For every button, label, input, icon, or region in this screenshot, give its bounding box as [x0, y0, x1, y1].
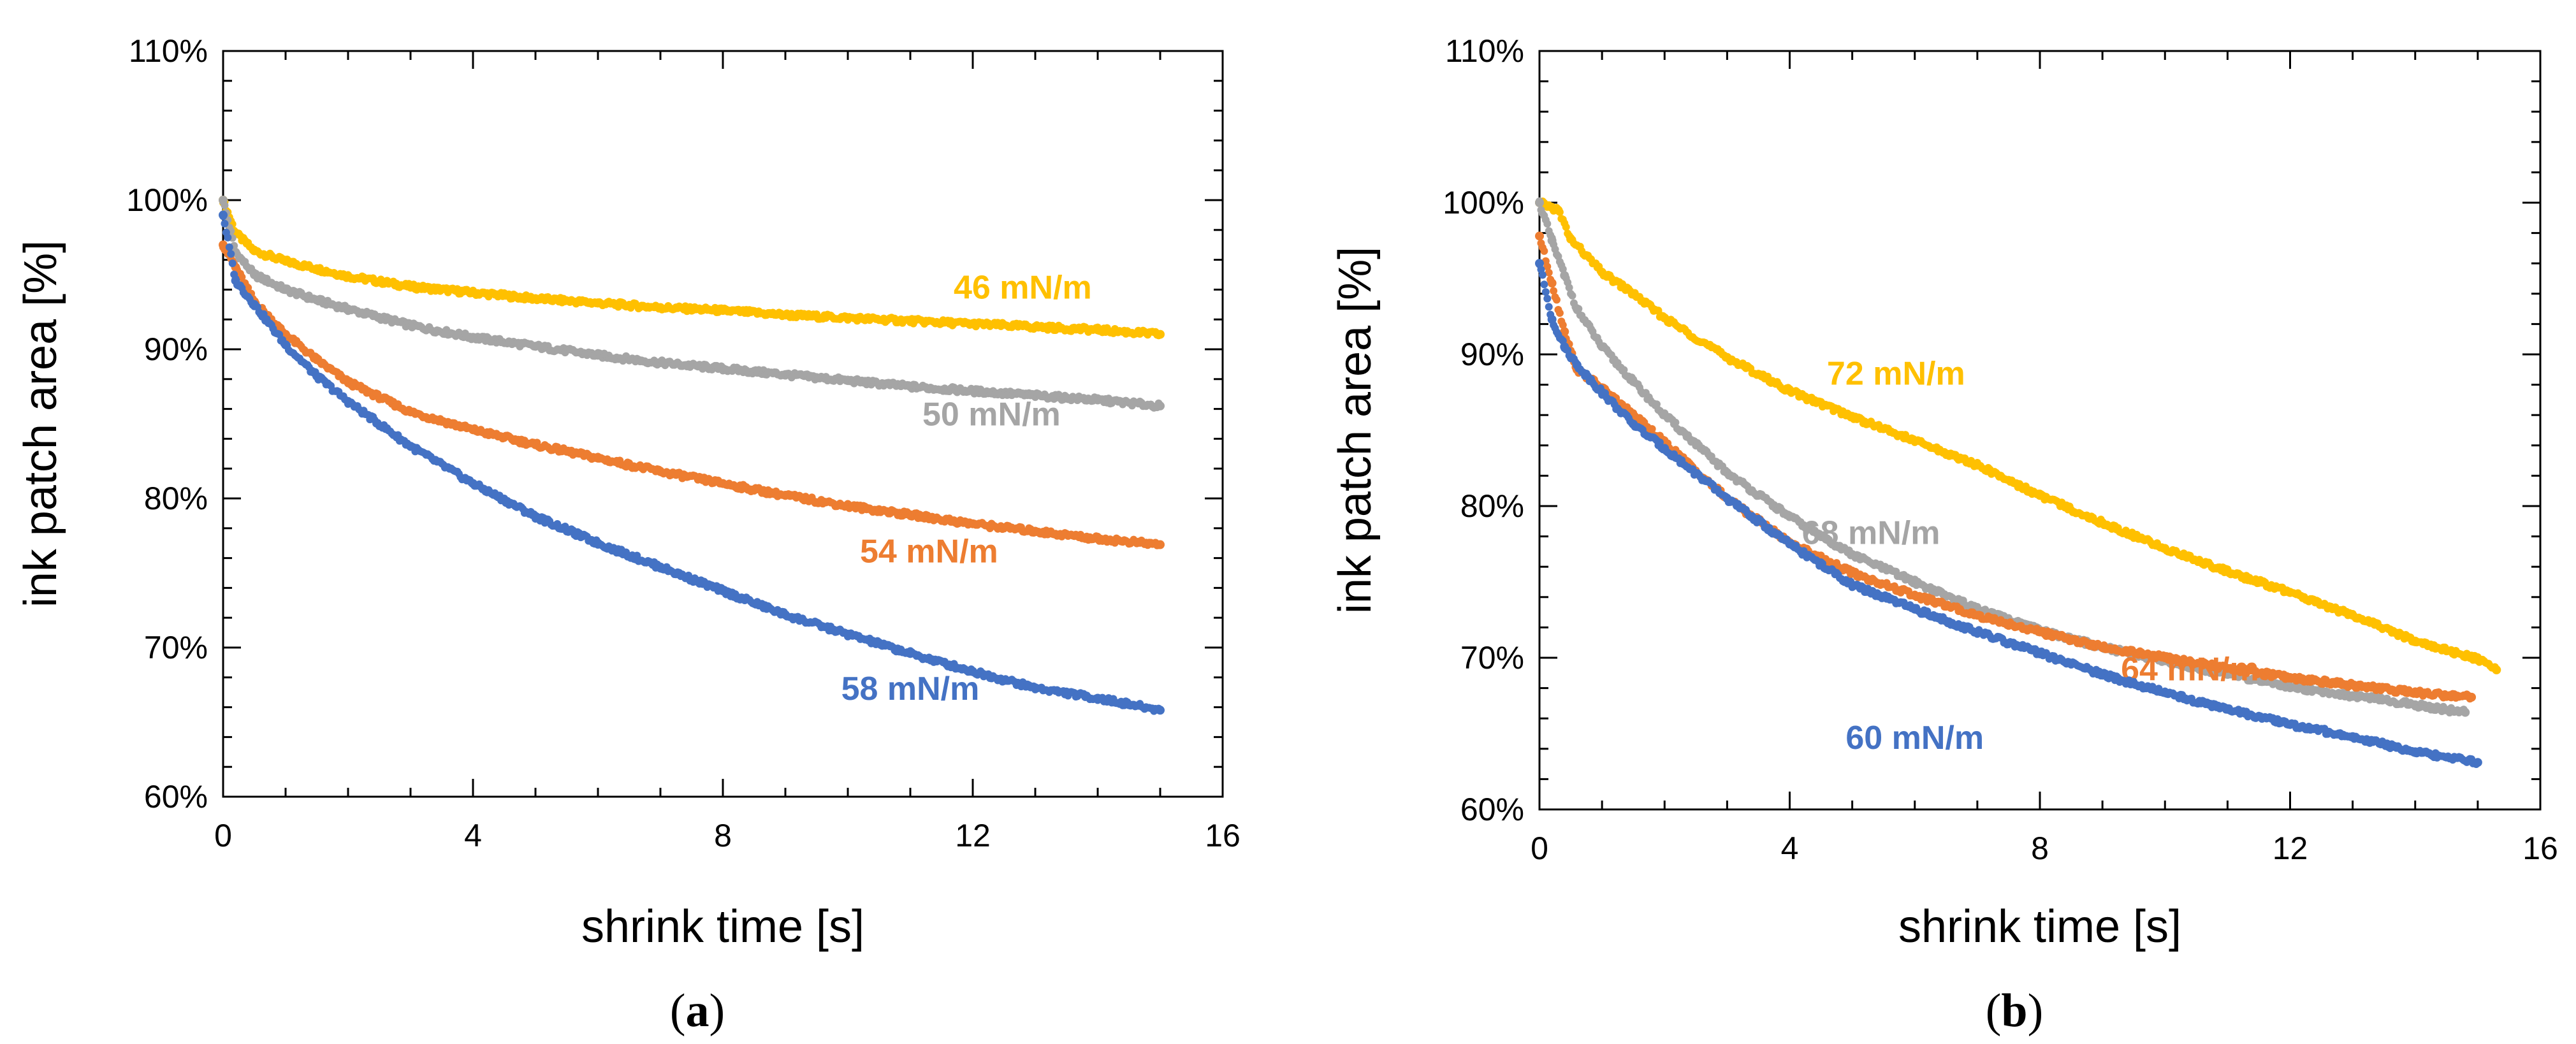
- x-tick-label: 12: [2273, 830, 2308, 866]
- y-tick-label: 80%: [1460, 488, 1524, 524]
- data-point: [1543, 220, 1552, 228]
- data-point: [2491, 663, 2499, 671]
- data-point: [1154, 331, 1163, 340]
- data-point: [1540, 247, 1548, 255]
- data-point: [2459, 706, 2468, 714]
- series-label: 46 mN/m: [954, 269, 1092, 306]
- data-point: [221, 219, 229, 228]
- panel-caption: (a): [670, 985, 725, 1037]
- y-tick-label: 90%: [1460, 337, 1524, 372]
- series-label: 58 mN/m: [841, 671, 980, 707]
- panel-caption: (b): [1986, 985, 2043, 1037]
- data-point: [1555, 309, 1564, 317]
- data-point: [225, 243, 233, 251]
- data-point: [1541, 288, 1550, 296]
- y-axis-title: ink patch area [%]: [15, 240, 66, 607]
- series-46-mN-m: [219, 196, 1165, 340]
- data-point: [1552, 296, 1561, 304]
- series-label: 72 mN/m: [1827, 356, 1965, 393]
- data-point: [1154, 541, 1163, 549]
- series-72-mN-m: [1535, 197, 2501, 675]
- y-tick-label: 60%: [1460, 792, 1524, 827]
- data-point: [1154, 704, 1163, 713]
- data-point: [1538, 271, 1546, 279]
- y-tick-label: 100%: [1443, 185, 1524, 221]
- x-tick-label: 0: [1531, 830, 1548, 866]
- plot-frame: [1538, 50, 2542, 811]
- y-axis-title: ink patch area [%]: [1330, 247, 1381, 614]
- data-point: [1548, 279, 1556, 287]
- y-tick-label: 100%: [126, 182, 208, 218]
- y-tick-label: 90%: [144, 331, 208, 367]
- y-tick-label: 60%: [144, 779, 208, 815]
- series-50-mN-m: [219, 196, 1165, 412]
- y-tick-label: 70%: [1460, 640, 1524, 676]
- data-point: [1545, 303, 1553, 311]
- data-point: [1555, 208, 1564, 216]
- series-54-mN-m: [219, 240, 1165, 549]
- data-point: [1548, 234, 1556, 242]
- data-point: [1154, 399, 1163, 407]
- series-label: 54 mN/m: [860, 533, 998, 570]
- data-point: [238, 273, 246, 281]
- data-point: [227, 250, 235, 258]
- x-tick-label: 0: [214, 818, 232, 853]
- x-tick-label: 12: [955, 818, 991, 853]
- x-tick-label: 16: [2522, 830, 2558, 866]
- y-tick-label: 80%: [144, 481, 208, 516]
- data-point: [1559, 321, 1567, 329]
- x-tick-label: 8: [2031, 830, 2049, 866]
- data-point: [1559, 337, 1567, 345]
- x-axis-title: shrink time [s]: [1898, 901, 2181, 952]
- x-axis-title: shrink time [s]: [581, 901, 864, 952]
- data-point: [1543, 294, 1552, 303]
- data-point: [1536, 197, 1543, 205]
- y-tick-label: 110%: [1445, 33, 1524, 69]
- data-point: [231, 275, 240, 283]
- x-tick-label: 8: [714, 818, 732, 853]
- y-tick-label: 70%: [144, 630, 208, 665]
- data-point: [1568, 291, 1576, 300]
- data-point: [1559, 265, 1567, 273]
- y-tick-label: 110%: [129, 33, 208, 69]
- series-label: 68 mN/m: [1802, 515, 1940, 552]
- x-tick-label: 4: [464, 818, 482, 853]
- data-point: [1540, 280, 1548, 289]
- x-tick-label: 16: [1205, 818, 1241, 853]
- panel-b: 0 4 8 12 16 60% 70% 80% 90% 100% 110% shrink time […: [1330, 33, 2558, 1037]
- data-point: [1562, 223, 1570, 231]
- series-58-mN-m: [219, 210, 1165, 715]
- data-point: [1536, 232, 1543, 240]
- data-point: [2466, 695, 2474, 703]
- data-point: [228, 259, 236, 268]
- series-64-mN-m: [1535, 231, 2477, 703]
- data-point: [219, 212, 227, 221]
- x-tick-label: 4: [1781, 830, 1799, 866]
- data-point: [221, 201, 229, 210]
- series-label: 50 mN/m: [922, 396, 1061, 433]
- data-point: [224, 233, 232, 242]
- panel-a: 0 4 8 12 16 60% 70% 80% 90% 100% 110% shrink time […: [15, 33, 1241, 1037]
- data-point: [1575, 305, 1583, 313]
